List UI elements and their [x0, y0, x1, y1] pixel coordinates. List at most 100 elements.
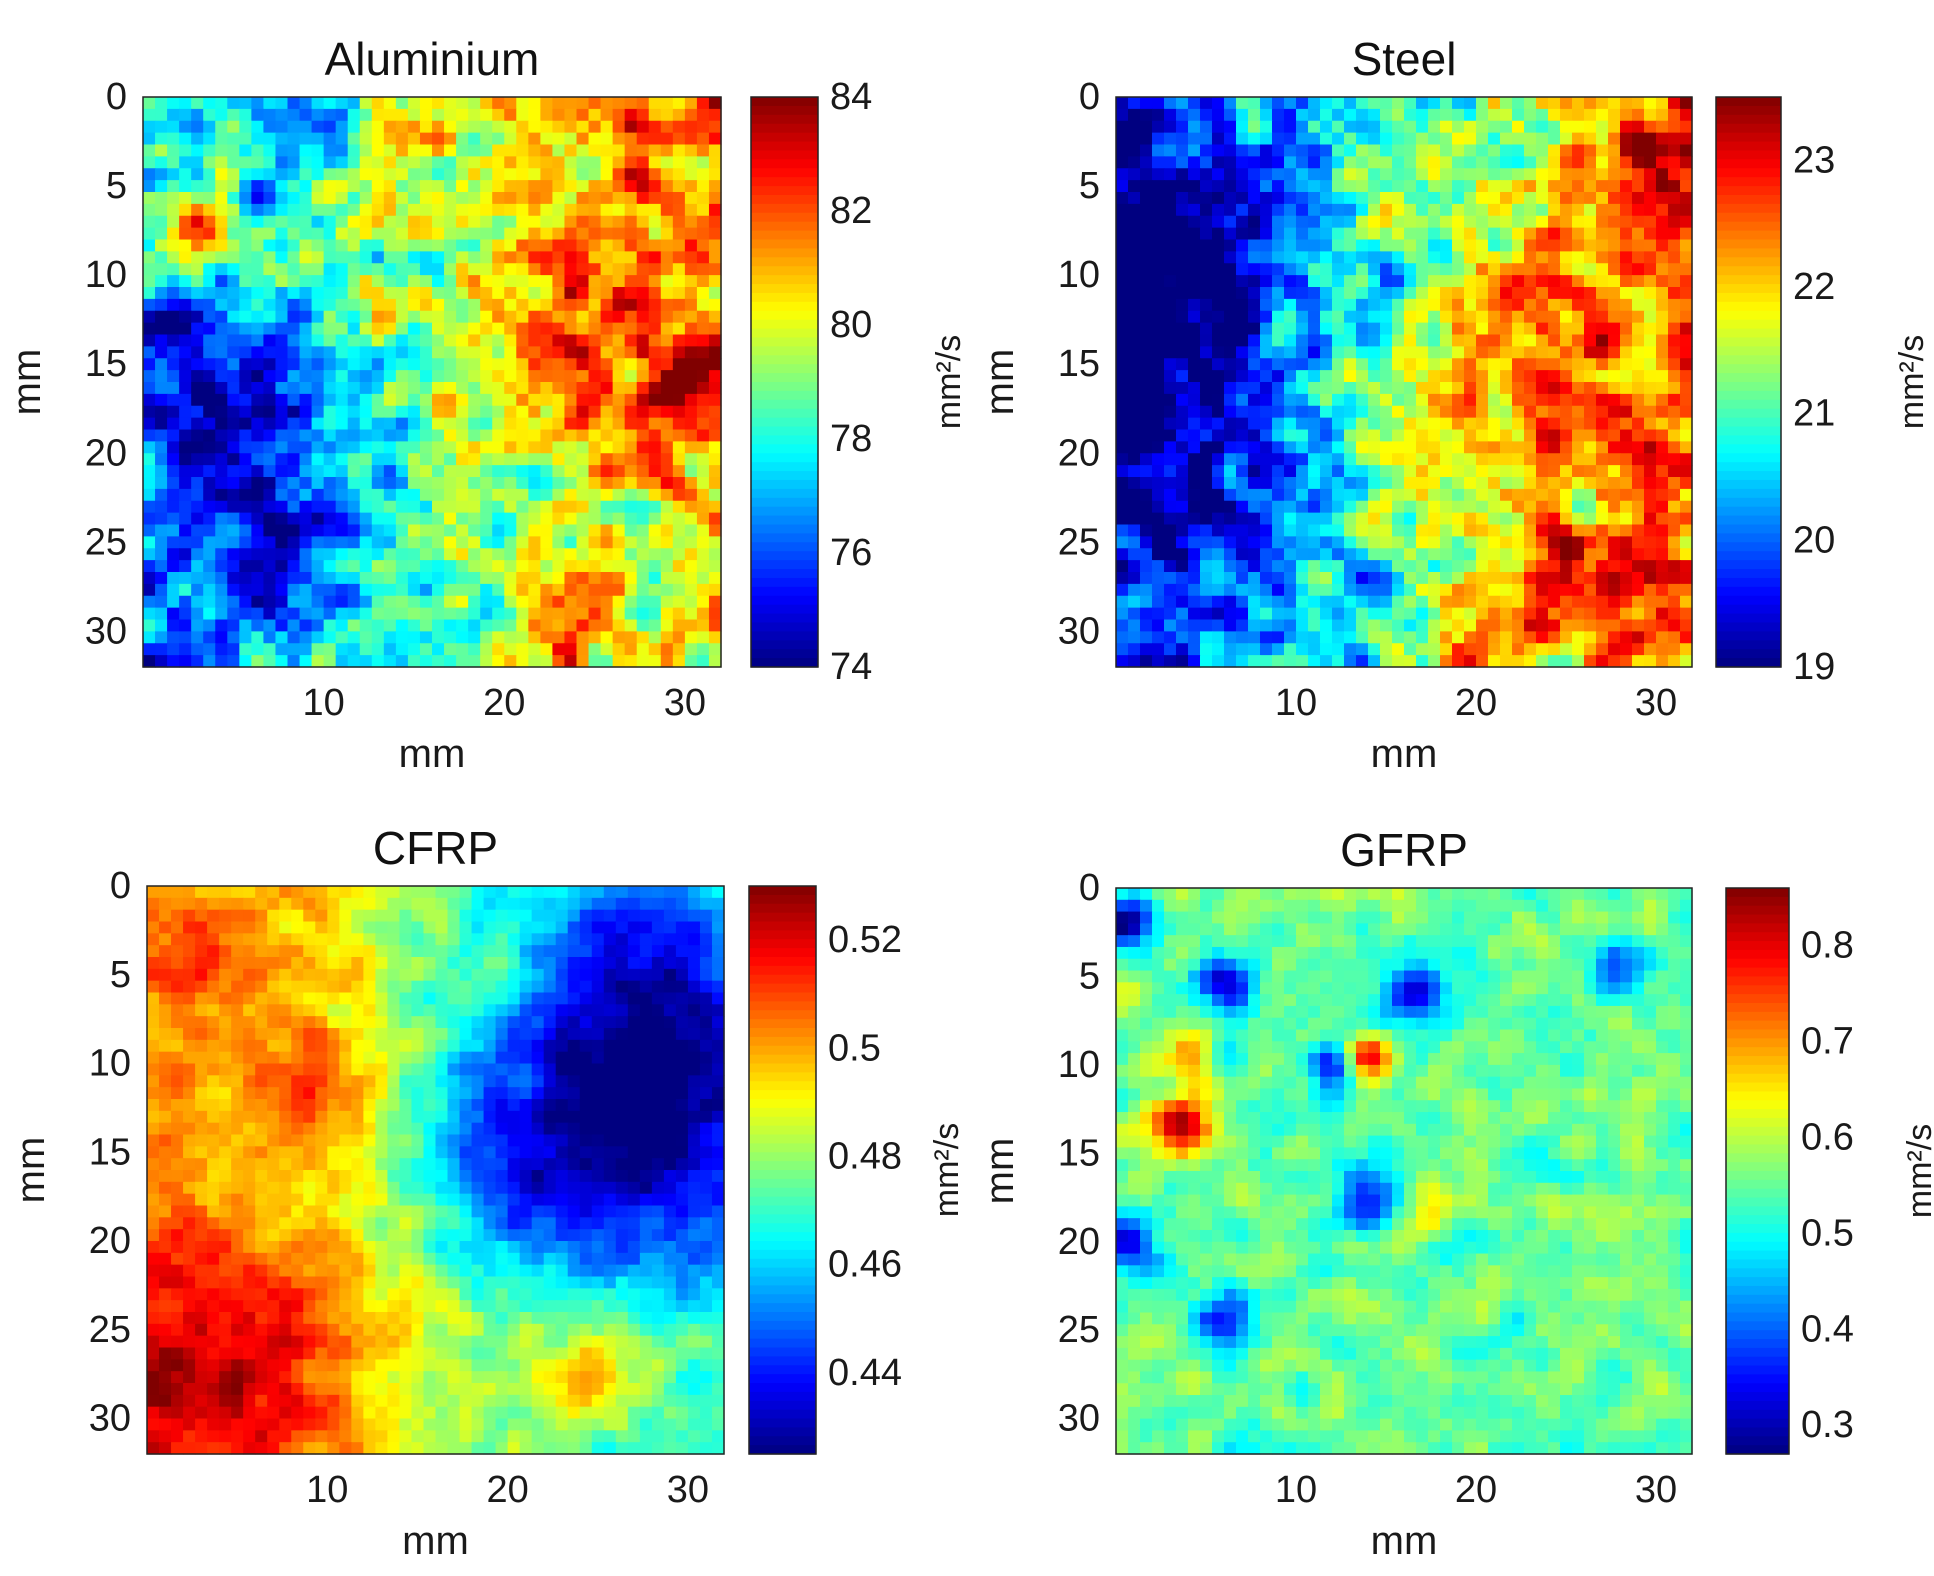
- heatmap-cell: [576, 655, 590, 668]
- heatmap-cell: [1584, 144, 1597, 157]
- heatmap-cell: [1308, 631, 1321, 644]
- heatmap-cell: [267, 921, 280, 934]
- heatmap-cell: [444, 619, 457, 632]
- heatmap-cell: [492, 287, 505, 300]
- heatmap-cell: [1512, 287, 1525, 300]
- heatmap-cell: [299, 144, 313, 157]
- heatmap-cell: [1512, 477, 1525, 490]
- heatmap-cell: [1152, 203, 1165, 217]
- heatmap-cell: [383, 287, 397, 300]
- heatmap-cell: [147, 933, 160, 946]
- heatmap-cell: [231, 897, 244, 911]
- heatmap-cell: [1548, 239, 1561, 252]
- heatmap-cell: [227, 643, 240, 656]
- heatmap-cell: [1656, 310, 1669, 324]
- heatmap-cell: [227, 465, 240, 478]
- heatmap-cell: [492, 417, 505, 431]
- heatmap-cell: [504, 298, 517, 312]
- heatmap-cell: [615, 921, 629, 934]
- heatmap-cell: [1248, 548, 1261, 561]
- heatmap-cell: [1596, 488, 1609, 502]
- heatmap-cell: [239, 180, 252, 193]
- heatmap-cell: [516, 382, 529, 395]
- heatmap-cell: [1200, 168, 1213, 181]
- heatmap-cell: [1452, 239, 1465, 252]
- heatmap-cell: [1668, 560, 1681, 573]
- heatmap-cell: [1284, 346, 1297, 359]
- heatmap-cell: [612, 631, 626, 644]
- heatmap-cell: [1152, 477, 1165, 490]
- heatmap-cell: [1416, 572, 1429, 585]
- heatmap-cell: [1440, 453, 1453, 466]
- heatmap-cell: [1500, 560, 1513, 573]
- heatmap-cell: [215, 453, 228, 466]
- heatmap-cell: [335, 346, 349, 359]
- heatmap-cell: [444, 168, 457, 181]
- heatmap-cell: [1332, 251, 1345, 264]
- heatmap-cell: [1500, 465, 1513, 478]
- heatmap-cell: [1512, 382, 1525, 395]
- heatmap-cell: [600, 120, 614, 134]
- heatmap-cell: [492, 405, 505, 419]
- heatmap-cell: [1572, 215, 1585, 229]
- heatmap-cell: [1236, 465, 1249, 478]
- heatmap-cell: [1260, 619, 1273, 632]
- heatmap-cell: [1488, 251, 1501, 264]
- heatmap-cell: [1296, 583, 1309, 597]
- heatmap-cell: [395, 441, 409, 454]
- heatmap-cell: [1224, 560, 1237, 573]
- heatmap-cell: [1308, 524, 1321, 537]
- heatmap-cell: [347, 524, 361, 537]
- heatmap-cell: [1212, 239, 1225, 252]
- heatmap-cell: [1524, 192, 1537, 205]
- heatmap-cell: [1128, 239, 1141, 252]
- heatmap-cell: [251, 583, 265, 597]
- heatmap-cell: [1572, 132, 1585, 146]
- colorbar-segment: [1716, 337, 1781, 347]
- heatmap-cell: [564, 393, 578, 407]
- heatmap-cell: [347, 382, 361, 395]
- heatmap-cell: [1464, 429, 1477, 442]
- heatmap-cell: [1596, 346, 1609, 359]
- heatmap-cell: [299, 192, 313, 205]
- heatmap-cell: [419, 192, 433, 205]
- heatmap-cell: [1152, 370, 1165, 383]
- heatmap-cell: [1308, 275, 1321, 288]
- heatmap-cell: [1320, 441, 1333, 454]
- heatmap-cell: [1476, 572, 1489, 585]
- heatmap-cell: [1200, 156, 1213, 169]
- heatmap-cell: [1272, 572, 1285, 585]
- heatmap-cell: [1200, 358, 1213, 371]
- heatmap-cell: [1128, 263, 1141, 276]
- heatmap-cell: [516, 429, 529, 442]
- heatmap-cell: [359, 488, 373, 502]
- heatmap-cell: [1248, 168, 1261, 181]
- heatmap-cell: [191, 429, 204, 442]
- heatmap-cell: [407, 417, 421, 431]
- heatmap-cell: [335, 168, 349, 181]
- heatmap-cell: [612, 251, 626, 264]
- heatmap-cell: [1320, 643, 1333, 656]
- heatmap-cell: [468, 132, 481, 146]
- heatmap-cell: [1308, 144, 1321, 157]
- heatmap-cell: [323, 572, 337, 585]
- heatmap-cell: [1344, 215, 1357, 229]
- heatmap-cell: [672, 500, 686, 514]
- heatmap-cell: [167, 215, 180, 229]
- heatmap-cell: [311, 310, 325, 324]
- heatmap-cell: [1284, 287, 1297, 300]
- heatmap-cell: [1356, 382, 1369, 395]
- heatmap-cell: [1212, 382, 1225, 395]
- heatmap-cell: [672, 346, 686, 359]
- heatmap-cell: [359, 643, 373, 656]
- heatmap-cell: [363, 909, 376, 923]
- heatmap-cell: [1476, 536, 1489, 549]
- heatmap-cell: [1536, 607, 1549, 621]
- heatmap-cell: [215, 465, 228, 478]
- heatmap-cell: [1608, 512, 1621, 526]
- heatmap-cell: [1680, 453, 1693, 466]
- heatmap-cell: [1680, 536, 1693, 549]
- heatmap-cell: [564, 441, 578, 454]
- heatmap-cell: [528, 132, 541, 146]
- heatmap-cell: [239, 536, 252, 549]
